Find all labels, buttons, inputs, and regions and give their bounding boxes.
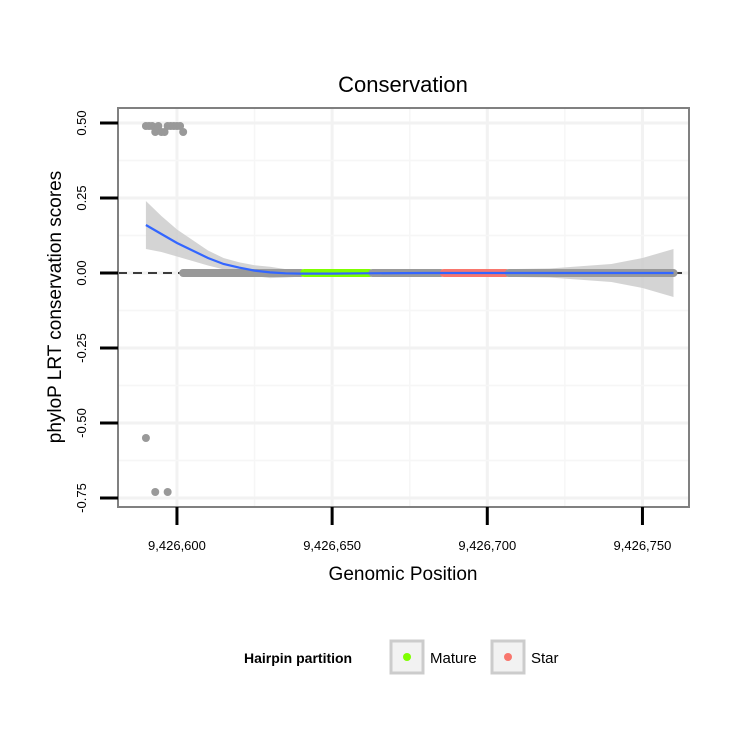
- legend-dot-mature: [403, 653, 411, 661]
- data-point: [141, 434, 150, 442]
- data-point: [148, 122, 157, 130]
- y-tick-label: 0.50: [74, 110, 89, 135]
- y-tick-label: -0.75: [74, 483, 89, 513]
- panel-border: [117, 107, 690, 508]
- data-point: [179, 128, 188, 136]
- y-axis-title: phyloP LRT conservation scores: [45, 171, 66, 444]
- data-point: [176, 122, 185, 130]
- legend-title: Hairpin partition: [244, 650, 352, 666]
- data-point: [151, 128, 160, 136]
- legend-entry-mature: Mature: [389, 639, 477, 675]
- legend: Hairpin partition Mature Star: [244, 639, 559, 675]
- legend-label-star: Star: [531, 650, 559, 667]
- y-tick-label: -0.25: [74, 333, 89, 363]
- x-tick-label: 9,426,650: [303, 538, 361, 553]
- y-tick-label: 0.00: [74, 260, 89, 285]
- x-tick-label: 9,426,600: [148, 538, 206, 553]
- x-tick-label: 9,426,750: [614, 538, 672, 553]
- smooth-line-layer: [145, 224, 674, 275]
- y-tick-label: -0.50: [74, 408, 89, 438]
- panel-border-layer: [117, 107, 690, 508]
- legend-label-mature: Mature: [430, 650, 477, 667]
- data-point: [163, 488, 172, 496]
- y-tick-label: 0.25: [74, 185, 89, 210]
- plot-background: [118, 108, 689, 507]
- data-point: [160, 128, 169, 136]
- axes-layer: 9,426,600 9,426,650 9,426,700 9,426,750 0.50…: [74, 110, 671, 553]
- data-point: [151, 488, 160, 496]
- x-tick-label: 9,426,700: [458, 538, 516, 553]
- smooth-trend-line: [145, 224, 674, 275]
- data-points-layer: [141, 122, 188, 496]
- x-axis-title: Genomic Position: [329, 564, 478, 585]
- chart-title: Conservation: [338, 72, 468, 97]
- legend-entry-star: Star: [490, 639, 559, 675]
- legend-dot-star: [504, 653, 512, 661]
- data-point: [154, 122, 163, 130]
- legend-key-mature: [389, 639, 425, 675]
- plot-panel: [118, 108, 689, 507]
